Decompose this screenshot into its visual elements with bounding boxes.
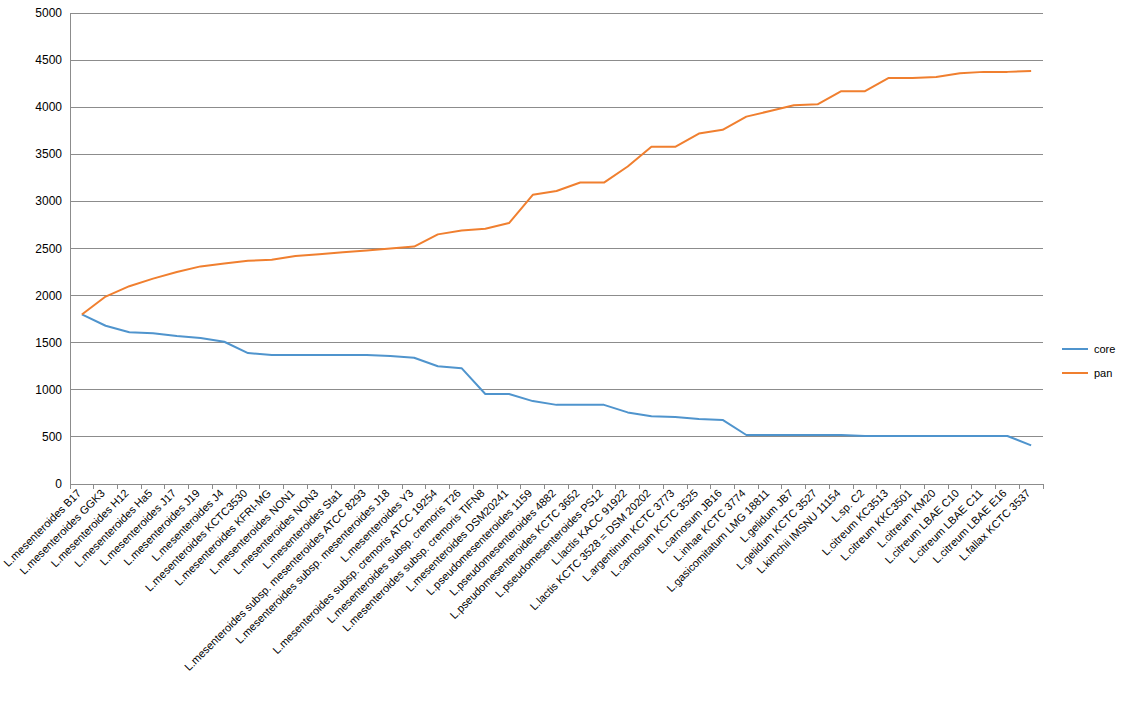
x-tick-label: L.mesenteroides KFRI-MG bbox=[172, 487, 273, 588]
x-tick bbox=[592, 484, 593, 489]
x-tick bbox=[473, 484, 474, 489]
grid-line bbox=[70, 342, 1043, 343]
y-tick-label: 500 bbox=[42, 430, 62, 444]
x-tick bbox=[829, 484, 830, 489]
x-tick bbox=[307, 484, 308, 489]
x-tick bbox=[710, 484, 711, 489]
x-tick bbox=[188, 484, 189, 489]
x-tick bbox=[520, 484, 521, 489]
x-tick bbox=[283, 484, 284, 489]
series-line bbox=[82, 314, 1031, 445]
x-tick bbox=[758, 484, 759, 489]
y-tick-label: 5000 bbox=[35, 6, 62, 20]
grid-line bbox=[70, 389, 1043, 390]
legend-swatch bbox=[1062, 348, 1088, 350]
legend-swatch bbox=[1062, 372, 1088, 374]
x-tick bbox=[568, 484, 569, 489]
x-tick bbox=[117, 484, 118, 489]
x-tick bbox=[876, 484, 877, 489]
x-tick-label: L.gasicomitatum LMG 18811 bbox=[664, 487, 771, 594]
x-tick bbox=[378, 484, 379, 489]
x-tick bbox=[924, 484, 925, 489]
x-tick bbox=[734, 484, 735, 489]
x-tick bbox=[141, 484, 142, 489]
x-tick bbox=[354, 484, 355, 489]
x-tick bbox=[259, 484, 260, 489]
legend-label: pan bbox=[1094, 367, 1112, 379]
grid-line bbox=[70, 248, 1043, 249]
x-tick bbox=[544, 484, 545, 489]
x-tick-label: L.argentinum KCTC 3773 bbox=[580, 487, 677, 584]
y-tick-label: 2000 bbox=[35, 289, 62, 303]
grid-line bbox=[70, 107, 1043, 108]
x-tick bbox=[995, 484, 996, 489]
grid-line bbox=[70, 484, 1043, 485]
x-tick bbox=[1043, 484, 1044, 489]
x-tick bbox=[615, 484, 616, 489]
x-tick bbox=[853, 484, 854, 489]
x-tick bbox=[805, 484, 806, 489]
x-tick bbox=[164, 484, 165, 489]
x-tick bbox=[93, 484, 94, 489]
x-tick bbox=[497, 484, 498, 489]
x-tick bbox=[663, 484, 664, 489]
grid-line bbox=[70, 295, 1043, 296]
y-tick-label: 3000 bbox=[35, 194, 62, 208]
x-tick bbox=[70, 484, 71, 489]
y-tick-label: 4000 bbox=[35, 100, 62, 114]
x-tick bbox=[948, 484, 949, 489]
legend-label: core bbox=[1094, 343, 1115, 355]
chart: 0 500 1000 1500 2000 2500 3000 3500 4000 4500 5000… bbox=[0, 0, 1123, 719]
x-tick bbox=[449, 484, 450, 489]
x-tick bbox=[402, 484, 403, 489]
x-tick bbox=[781, 484, 782, 489]
x-tick bbox=[639, 484, 640, 489]
series-line bbox=[82, 71, 1031, 315]
y-tick-label: 1000 bbox=[35, 383, 62, 397]
grid-line bbox=[70, 201, 1043, 202]
y-tick-label: 2500 bbox=[35, 242, 62, 256]
x-tick bbox=[236, 484, 237, 489]
plot-area bbox=[82, 71, 1031, 445]
grid-line bbox=[70, 60, 1043, 61]
x-tick bbox=[331, 484, 332, 489]
x-tick bbox=[1019, 484, 1020, 489]
x-tick bbox=[687, 484, 688, 489]
y-tick-label: 3500 bbox=[35, 147, 62, 161]
x-tick bbox=[425, 484, 426, 489]
x-tick-label: L.mesenteroides subsp. cremoris ATCC 192… bbox=[270, 487, 439, 656]
y-tick-label: 0 bbox=[55, 477, 62, 491]
y-tick-label: 1500 bbox=[35, 336, 62, 350]
x-tick-label: L.kimchii IMSNU 11154 bbox=[754, 487, 843, 576]
grid-line bbox=[70, 13, 1043, 14]
x-tick-label: L.mesenteroides KCTC3530 bbox=[143, 487, 250, 594]
x-tick bbox=[212, 484, 213, 489]
y-tick-label: 4500 bbox=[35, 53, 62, 67]
x-tick-label: L.fallax KCTC 3537 bbox=[957, 487, 1033, 563]
y-axis bbox=[70, 13, 71, 484]
x-axis bbox=[70, 484, 1043, 485]
x-tick bbox=[971, 484, 972, 489]
x-tick bbox=[900, 484, 901, 489]
grid-line bbox=[70, 154, 1043, 155]
